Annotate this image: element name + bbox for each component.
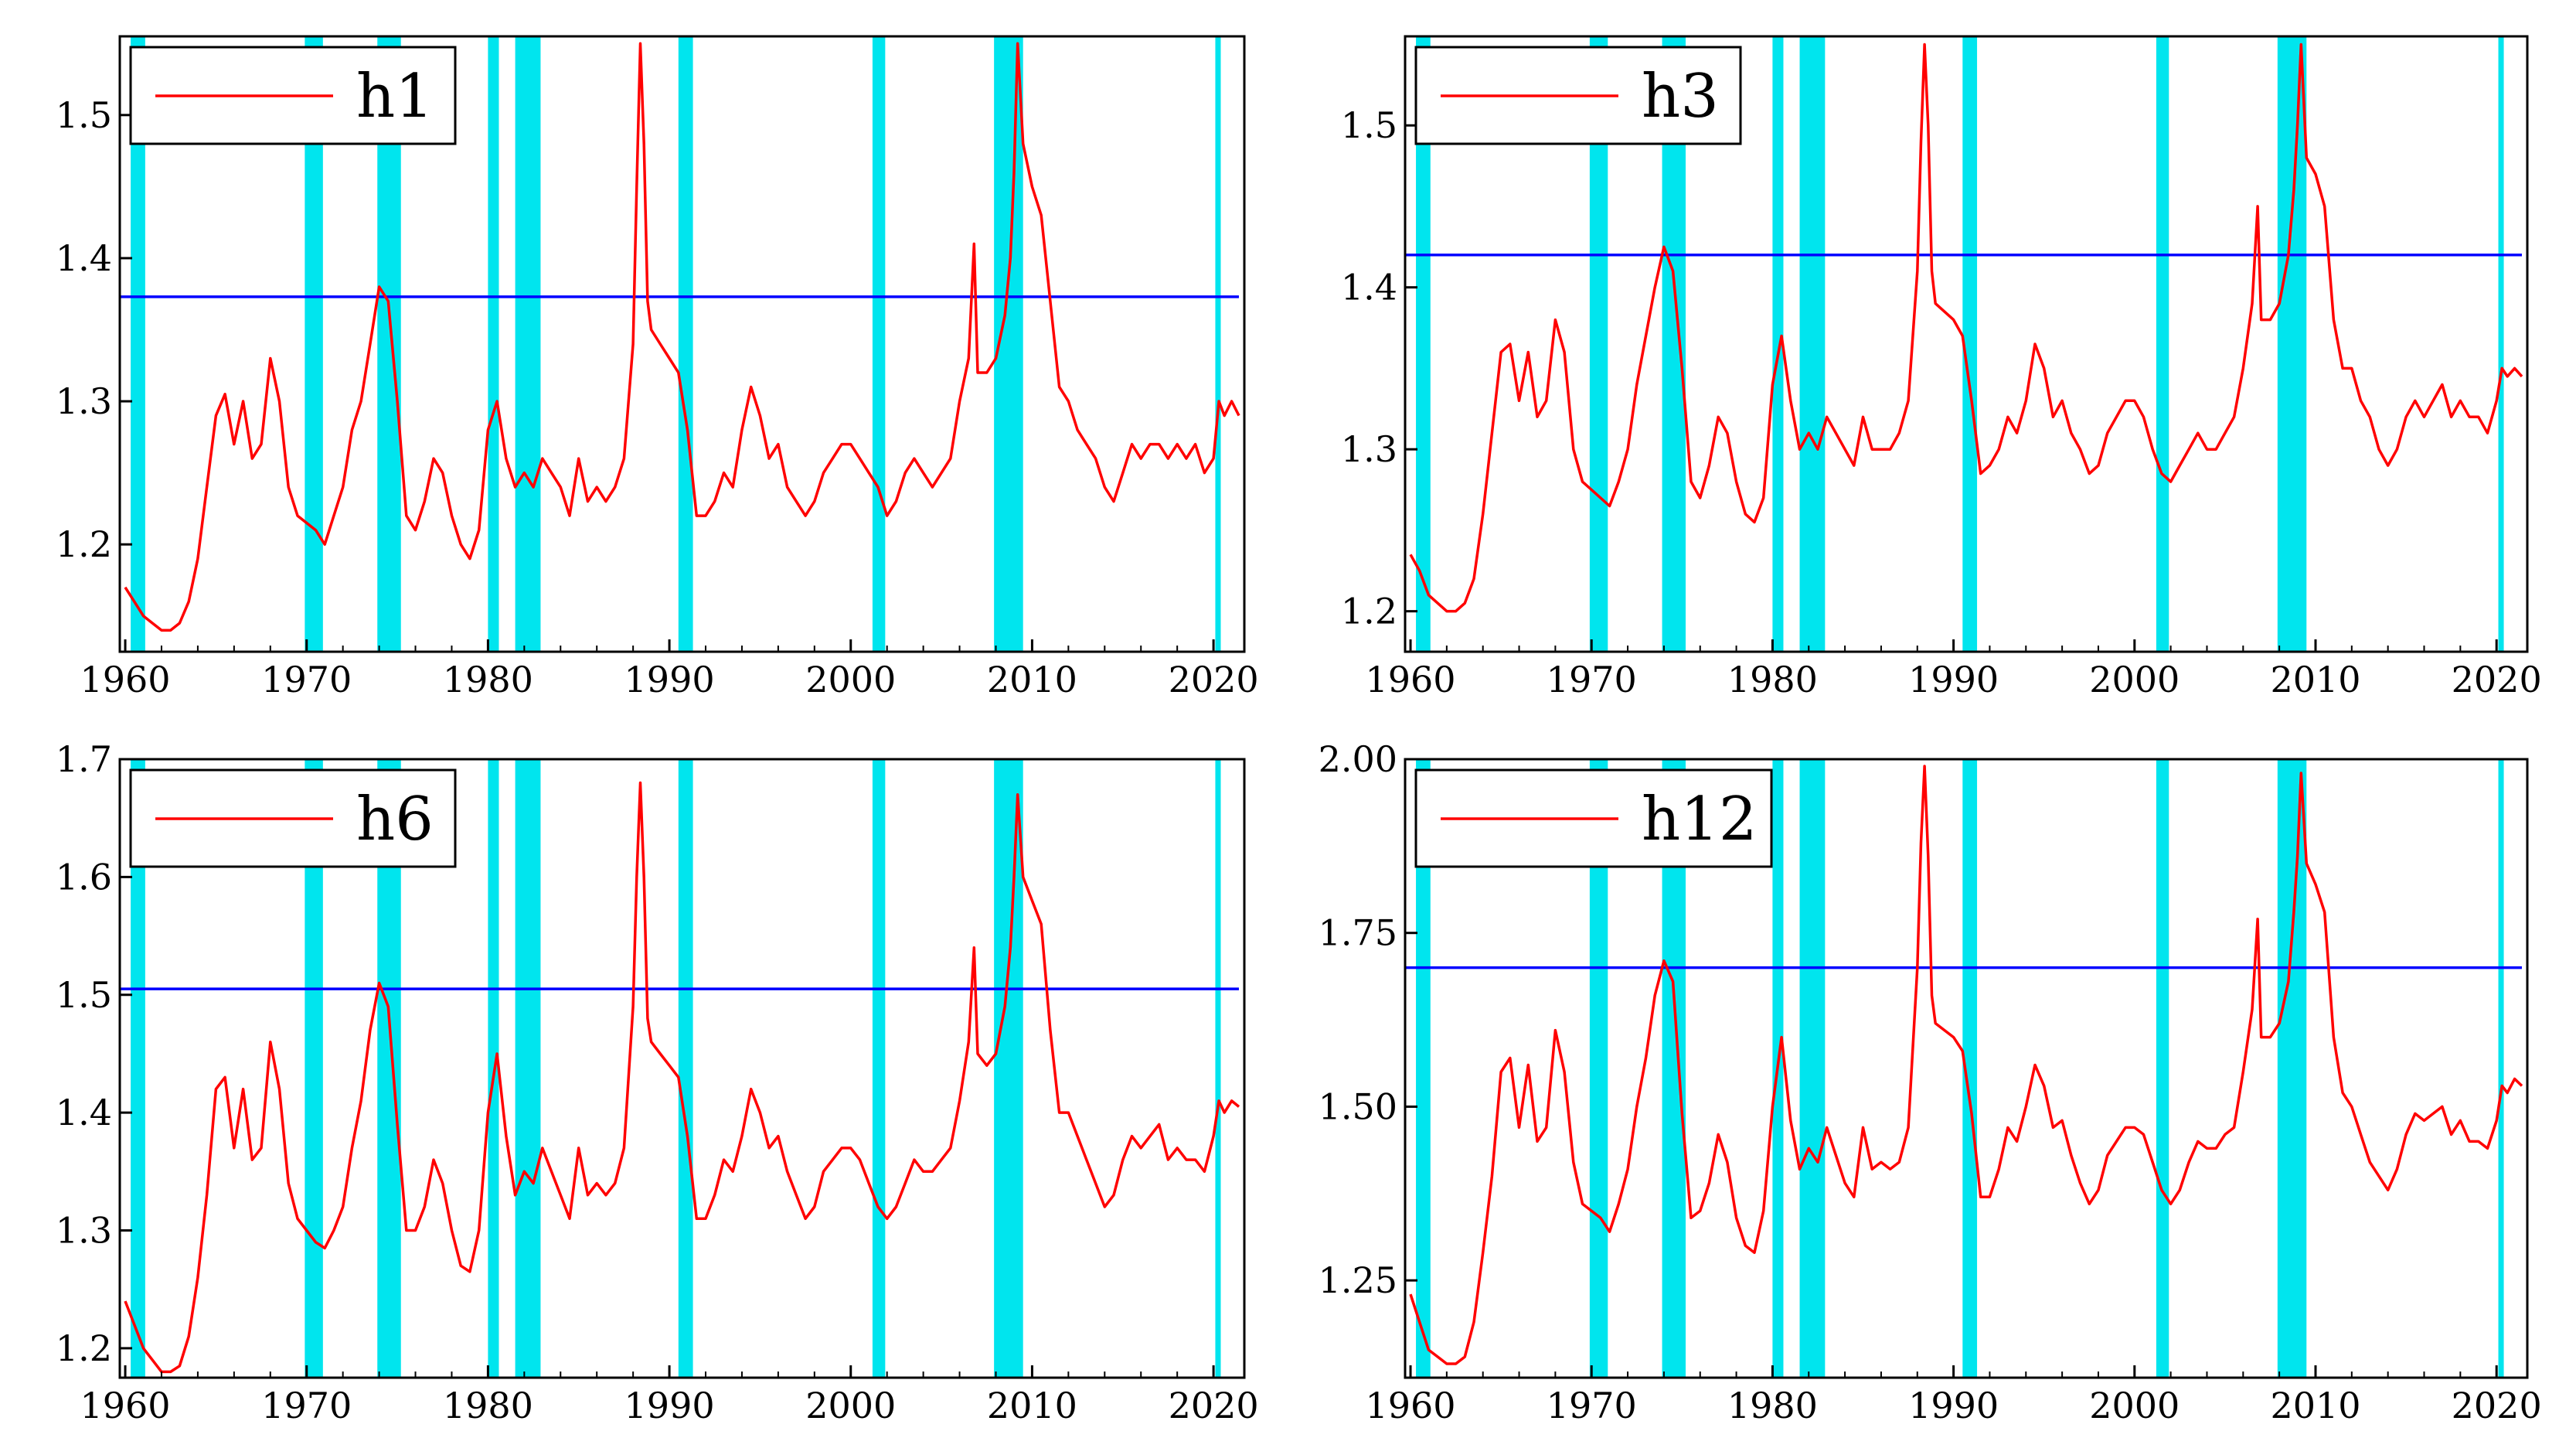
y-tick-label: 1.6 <box>56 856 112 898</box>
x-tick-label: 1960 <box>80 659 171 700</box>
x-tick-label: 2010 <box>2270 659 2360 700</box>
recession-band <box>1772 36 1784 652</box>
x-tick-label: 1960 <box>1365 1385 1455 1426</box>
recession-band <box>2277 36 2307 652</box>
series-line-h3 <box>1409 43 2523 613</box>
legend-label: h1 <box>356 62 434 131</box>
chart-panel-h3: 1.2 1.3 1.4 1.5 1960 1970 1980 1990 2000 2010 2020… <box>1341 35 2542 700</box>
y-tick-label: 1.2 <box>56 1327 112 1369</box>
y-tick-label: 1.4 <box>56 237 112 279</box>
x-tick-label: 1990 <box>624 659 715 700</box>
y-tick-label: 1.3 <box>56 380 112 422</box>
series-line-h6 <box>124 781 1240 1374</box>
y-tick-label: 1.4 <box>56 1092 112 1133</box>
x-tick-label: 2020 <box>1169 1385 1259 1426</box>
y-tick-label: 1.5 <box>56 974 112 1016</box>
recession-band <box>2277 759 2307 1378</box>
y-tick-label: 1.2 <box>56 523 112 565</box>
recession-band <box>2498 759 2504 1378</box>
x-tick-label: 2010 <box>2270 1385 2360 1426</box>
recession-band <box>2498 36 2504 652</box>
x-tick-label: 1960 <box>1365 659 1455 700</box>
x-tick-label: 2020 <box>2452 659 2542 700</box>
y-tick-label: 1.5 <box>56 94 112 136</box>
x-tick-label: 1990 <box>1908 659 1999 700</box>
x-tick-label: 1980 <box>443 1385 533 1426</box>
chart-panel-h6: 1.2 1.3 1.4 1.5 1.6 1.7 1960 1970 1980 1990 2000 20… <box>56 738 1259 1426</box>
plot-frame <box>1404 35 2529 653</box>
recession-band <box>678 36 693 652</box>
y-tick-label: 1.75 <box>1319 912 1397 954</box>
x-tick-label: 1970 <box>261 659 352 700</box>
recession-band <box>1215 36 1221 652</box>
y-tick-label: 1.25 <box>1319 1259 1397 1301</box>
x-tick-label: 1990 <box>624 1385 715 1426</box>
recession-band <box>1799 36 1826 652</box>
x-tick-label: 2010 <box>987 659 1077 700</box>
recession-band <box>2156 759 2169 1378</box>
recession-band <box>1799 759 1826 1378</box>
recession-band <box>872 759 886 1378</box>
x-tick-label: 2000 <box>805 1385 896 1426</box>
x-tick-label: 2000 <box>805 659 896 700</box>
chart-panel-h12: 1.25 1.50 1.75 2.00 1960 1970 1980 1990 2000 2010… <box>1319 738 2542 1426</box>
y-tick-label: 2.00 <box>1319 738 1397 780</box>
x-tick-label: 1980 <box>443 659 533 700</box>
x-tick-label: 1980 <box>1727 1385 1818 1426</box>
x-tick-label: 1970 <box>1547 1385 1637 1426</box>
recession-band <box>1962 36 1978 652</box>
plot-frame <box>118 758 1246 1379</box>
y-tick-label: 1.3 <box>1341 428 1397 470</box>
legend-label: h12 <box>1642 785 1758 854</box>
plot-frame <box>1404 758 2529 1379</box>
y-tick-label: 1.50 <box>1319 1085 1397 1127</box>
recession-band <box>872 36 886 652</box>
x-tick-label: 2020 <box>1169 659 1259 700</box>
recession-band <box>515 36 541 652</box>
y-tick-label: 1.7 <box>56 738 112 780</box>
chart-panel-h1: 1.2 1.3 1.4 1.5 1960 1970 1980 1990 2000 2010 2020… <box>56 35 1259 700</box>
x-tick-label: 2020 <box>2452 1385 2542 1426</box>
y-tick-label: 1.5 <box>1341 104 1397 146</box>
x-tick-label: 1970 <box>261 1385 352 1426</box>
recession-band <box>1962 759 1978 1378</box>
y-tick-label: 1.3 <box>56 1210 112 1252</box>
x-tick-label: 2000 <box>2089 1385 2180 1426</box>
x-tick-label: 1960 <box>80 1385 171 1426</box>
x-tick-label: 1970 <box>1547 659 1637 700</box>
legend-label: h6 <box>356 785 434 854</box>
recession-band <box>488 36 499 652</box>
y-tick-label: 1.2 <box>1341 591 1397 632</box>
recession-band <box>1416 759 1431 1378</box>
recession-band <box>2156 36 2169 652</box>
recession-band <box>994 759 1023 1378</box>
recession-band <box>131 36 145 652</box>
recession-band <box>1416 36 1431 652</box>
recession-band <box>305 36 323 652</box>
recession-band <box>305 759 323 1378</box>
recession-band <box>131 759 145 1378</box>
recession-band <box>678 759 693 1378</box>
x-tick-label: 1980 <box>1727 659 1818 700</box>
x-tick-label: 2010 <box>987 1385 1077 1426</box>
recession-band <box>1589 36 1608 652</box>
x-tick-label: 2000 <box>2089 659 2180 700</box>
series-line-h1 <box>124 42 1240 632</box>
x-tick-label: 1990 <box>1908 1385 1999 1426</box>
y-tick-label: 1.4 <box>1341 267 1397 308</box>
recession-band <box>515 759 541 1378</box>
legend-label: h3 <box>1642 62 1719 131</box>
series-line-h12 <box>1409 765 2523 1365</box>
recession-band <box>1215 759 1221 1378</box>
plot-frame <box>118 35 1246 653</box>
